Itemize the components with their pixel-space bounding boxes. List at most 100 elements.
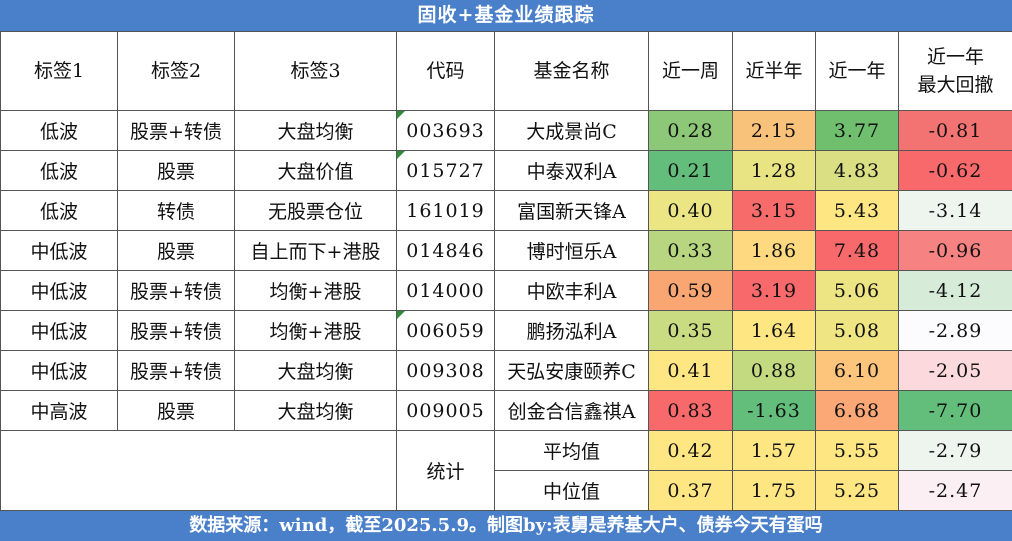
- tag3-cell: 大盘均衡: [234, 110, 397, 151]
- tag3-cell: 无股票仓位: [234, 190, 397, 231]
- median-year-cell: 5.25: [815, 470, 899, 511]
- fund-code-cell: 014846: [396, 230, 495, 271]
- tag1-cell: 中低波: [0, 350, 118, 391]
- tag2-cell: 转债: [117, 190, 235, 231]
- tag3-cell: 大盘均衡: [234, 350, 397, 391]
- avg-week-cell: 0.42: [648, 430, 733, 471]
- week-return-cell: 0.33: [648, 230, 733, 271]
- table-row: 中高波 股票 大盘均衡 009005 创金合信鑫祺A 0.83 -1.63 6.68 -7.70: [0, 390, 1012, 431]
- fund-code-cell: 006059: [396, 310, 495, 351]
- stat-row-avg: 统计 平均值 0.42 1.57 5.55 -2.79: [0, 430, 1012, 511]
- fund-code-cell: 014000: [396, 270, 495, 311]
- week-return-cell: 0.59: [648, 270, 733, 311]
- half-year-return-cell: 1.28: [732, 150, 816, 191]
- tag1-cell: 中低波: [0, 270, 118, 311]
- tag3-cell: 大盘均衡: [234, 390, 397, 431]
- year-return-cell: 5.06: [815, 270, 899, 311]
- mdd-return-cell: -0.81: [898, 110, 1012, 151]
- tag2-cell: 股票: [117, 230, 235, 271]
- half-year-return-cell: 1.86: [732, 230, 816, 271]
- table-row: 低波 股票+转债 大盘均衡 003693 大成景尚C 0.28 2.15 3.77 -0.81: [0, 110, 1012, 151]
- header-tag2: 标签2: [117, 31, 235, 111]
- fund-code-text: 006059: [406, 319, 485, 342]
- avg-mdd-cell: -2.79: [898, 430, 1012, 471]
- median-half-year-cell: 1.75: [732, 470, 816, 511]
- fund-code-cell: 009005: [396, 390, 495, 431]
- tag1-cell: 低波: [0, 150, 118, 191]
- tag3-cell: 大盘价值: [234, 150, 397, 191]
- week-return-cell: 0.35: [648, 310, 733, 351]
- mdd-return-cell: -3.14: [898, 190, 1012, 231]
- median-label: 中位值: [494, 470, 649, 511]
- fund-code-text: 015727: [406, 159, 485, 182]
- week-return-cell: 0.83: [648, 390, 733, 431]
- fund-code-cell: 009308: [396, 350, 495, 391]
- week-return-cell: 0.40: [648, 190, 733, 231]
- fund-name-cell: 富国新天锋A: [494, 190, 649, 231]
- fund-performance-table: 标签1 标签2 标签3 代码 基金名称 近一周 近半年 近一年 近一年 最大回撤…: [0, 31, 1012, 511]
- tag2-cell: 股票+转债: [117, 270, 235, 311]
- week-return-cell: 0.41: [648, 350, 733, 391]
- table-row: 中低波 股票+转债 均衡+港股 014000 中欧丰利A 0.59 3.19 5.06 -4.1…: [0, 270, 1012, 311]
- cell-note-marker-icon: [397, 111, 405, 119]
- tag1-cell: 中低波: [0, 230, 118, 271]
- header-row: 标签1 标签2 标签3 代码 基金名称 近一周 近半年 近一年 近一年 最大回撤: [0, 31, 1012, 111]
- source-footer: 数据来源：wind，截至2025.5.9。制图by:表舅是养基大户、债券今天有蛋…: [0, 511, 1012, 541]
- tag2-cell: 股票+转债: [117, 350, 235, 391]
- fund-name-cell: 创金合信鑫祺A: [494, 390, 649, 431]
- week-return-cell: 0.21: [648, 150, 733, 191]
- year-return-cell: 3.77: [815, 110, 899, 151]
- tag3-cell: 均衡+港股: [234, 310, 397, 351]
- stat-row-median: 中位值 0.37 1.75 5.25 -2.47: [1, 470, 1012, 511]
- avg-label: 平均值: [494, 430, 649, 471]
- fund-code-cell: 003693: [396, 110, 495, 151]
- table-row: 中低波 股票+转债 大盘均衡 009308 天弘安康颐养C 0.41 0.88 6.10 -2.…: [0, 350, 1012, 391]
- year-return-cell: 7.48: [815, 230, 899, 271]
- mdd-return-cell: -0.96: [898, 230, 1012, 271]
- header-year: 近一年: [815, 31, 899, 111]
- fund-name-cell: 鹏扬泓利A: [494, 310, 649, 351]
- mdd-return-cell: -0.62: [898, 150, 1012, 191]
- tag1-cell: 中低波: [0, 310, 118, 351]
- year-return-cell: 5.43: [815, 190, 899, 231]
- cell-note-marker-icon: [397, 311, 405, 319]
- mdd-return-cell: -4.12: [898, 270, 1012, 311]
- header-half-year: 近半年: [732, 31, 816, 111]
- header-max-drawdown-line2: 最大回撤: [917, 74, 994, 96]
- mdd-return-cell: -2.05: [898, 350, 1012, 391]
- table-title: 固收+基金业绩跟踪: [0, 0, 1012, 31]
- header-week: 近一周: [648, 31, 733, 111]
- table-row: 中低波 股票 自上而下+港股 014846 博时恒乐A 0.33 1.86 7.48 -0.96: [0, 230, 1012, 271]
- fund-code-text: 161019: [406, 199, 485, 222]
- half-year-return-cell: 3.15: [732, 190, 816, 231]
- mdd-return-cell: -2.89: [898, 310, 1012, 351]
- tag2-cell: 股票: [117, 390, 235, 431]
- year-return-cell: 6.10: [815, 350, 899, 391]
- header-max-drawdown: 近一年 最大回撤: [898, 31, 1012, 111]
- tag3-cell: 自上而下+港股: [234, 230, 397, 271]
- fund-code-text: 009308: [406, 359, 485, 382]
- half-year-return-cell: 1.64: [732, 310, 816, 351]
- stats-blank-cell: [0, 430, 397, 511]
- header-name: 基金名称: [494, 31, 649, 111]
- header-tag1: 标签1: [0, 31, 118, 111]
- fund-code-cell: 161019: [396, 190, 495, 231]
- header-tag3: 标签3: [234, 31, 397, 111]
- avg-year-cell: 5.55: [815, 430, 899, 471]
- table-row: 低波 转债 无股票仓位 161019 富国新天锋A 0.40 3.15 5.43 -3.14: [0, 190, 1012, 231]
- year-return-cell: 6.68: [815, 390, 899, 431]
- tag2-cell: 股票: [117, 150, 235, 191]
- median-week-cell: 0.37: [648, 470, 733, 511]
- half-year-return-cell: 3.19: [732, 270, 816, 311]
- table-row: 低波 股票 大盘价值 015727 中泰双利A 0.21 1.28 4.83 -0.62: [0, 150, 1012, 191]
- tag3-cell: 均衡+港股: [234, 270, 397, 311]
- fund-name-cell: 博时恒乐A: [494, 230, 649, 271]
- half-year-return-cell: 2.15: [732, 110, 816, 151]
- header-max-drawdown-line1: 近一年: [926, 46, 984, 68]
- cell-note-marker-icon: [397, 151, 405, 159]
- fund-code-cell: 015727: [396, 150, 495, 191]
- half-year-return-cell: -1.63: [732, 390, 816, 431]
- median-mdd-cell: -2.47: [898, 470, 1012, 511]
- table-row: 中低波 股票+转债 均衡+港股 006059 鹏扬泓利A 0.35 1.64 5.08 -2.8…: [0, 310, 1012, 351]
- fund-name-cell: 中欧丰利A: [494, 270, 649, 311]
